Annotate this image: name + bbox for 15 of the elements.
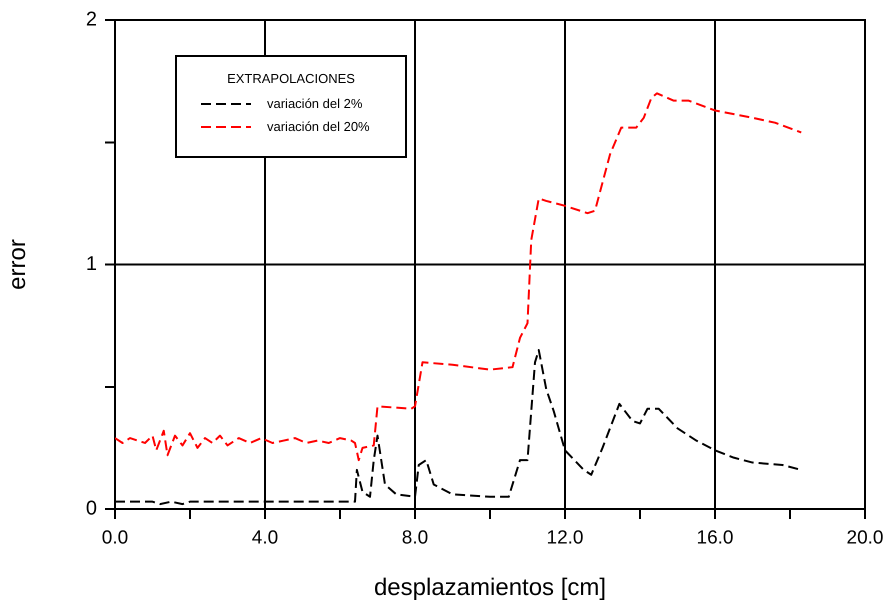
- x-tick-label: 20.0: [846, 528, 884, 549]
- legend-title: EXTRAPOLACIONES: [226, 71, 356, 86]
- x-tick-label: 4.0: [252, 528, 278, 549]
- y-axis-title: error: [4, 239, 32, 290]
- x-tick-label: 16.0: [696, 528, 734, 549]
- y-tick-label: 1: [86, 253, 97, 276]
- y-tick-label: 2: [86, 8, 97, 31]
- x-tick-label: 12.0: [546, 528, 584, 549]
- x-tick-label: 0.0: [102, 528, 128, 549]
- legend-label: variación del 2%: [267, 96, 362, 111]
- line-series: [115, 92, 802, 462]
- legend-label: variación del 20%: [267, 119, 370, 134]
- y-tick-label: 0: [86, 498, 97, 520]
- x-tick-label: 8.0: [402, 528, 428, 549]
- x-axis-title: desplazamientos [cm]: [374, 574, 606, 602]
